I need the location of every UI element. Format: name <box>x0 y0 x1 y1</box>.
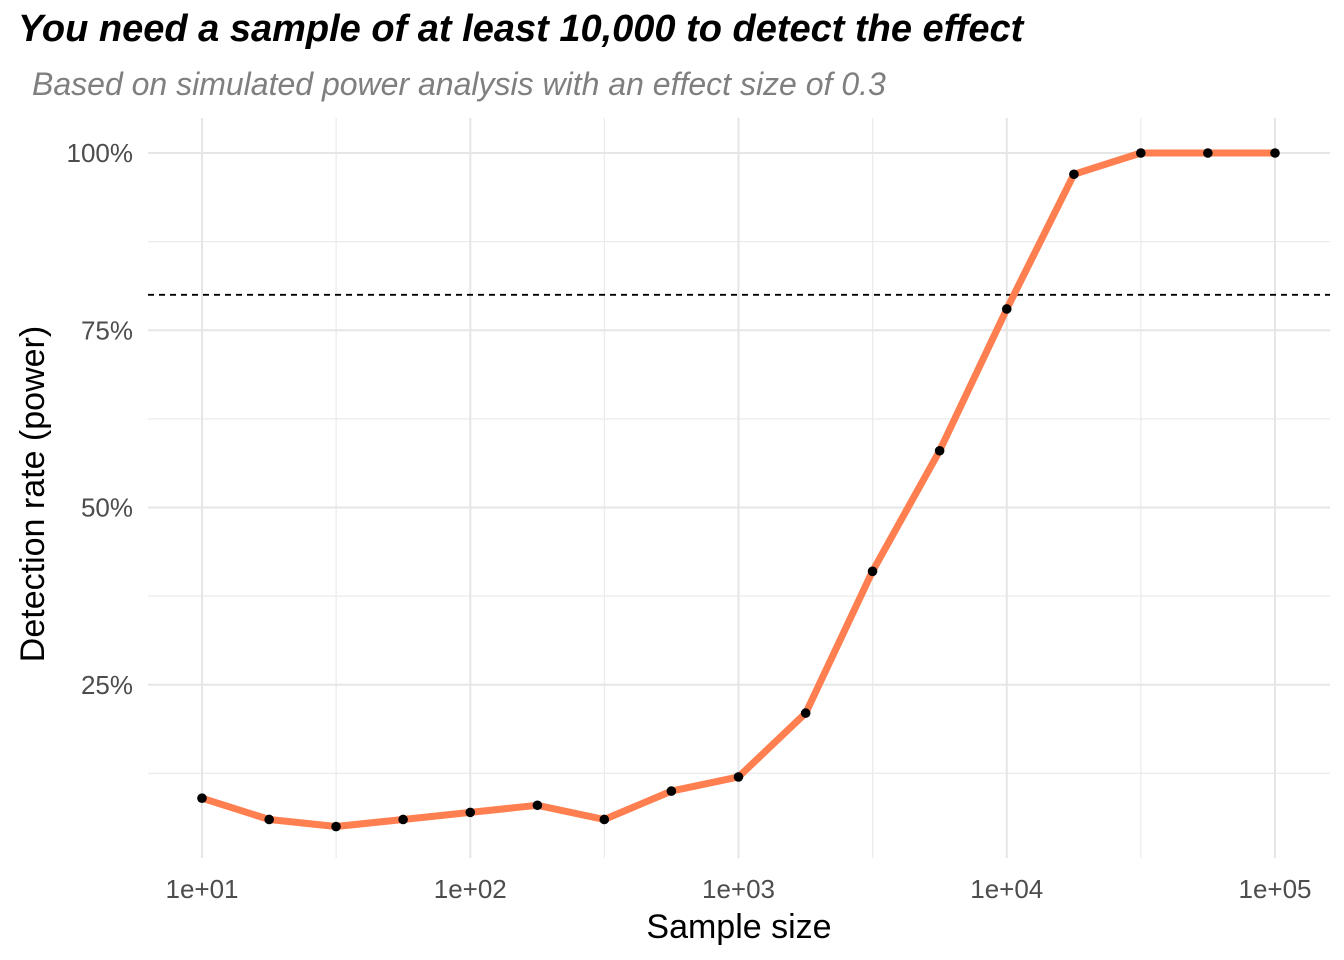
data-point <box>398 814 408 825</box>
data-point <box>1135 148 1146 158</box>
y-axis-label: Detection rate (power) <box>14 326 52 662</box>
data-point <box>1069 169 1079 180</box>
data-point <box>599 814 610 825</box>
y-tick-label: 75% <box>81 315 133 345</box>
x-tick-label: 1e+05 <box>1238 874 1311 904</box>
x-tick-label: 1e+02 <box>434 874 507 904</box>
data-point <box>666 786 677 796</box>
y-axis-ticks: 25% 50% 75% 100% <box>67 138 134 700</box>
chart-title: You need a sample of at least 10,000 to … <box>18 8 1024 50</box>
data-point <box>1001 304 1012 314</box>
y-tick-label: 50% <box>81 493 133 523</box>
x-axis-ticks: 1e+01 1e+02 1e+03 1e+04 1e+05 <box>165 874 1311 904</box>
x-tick-label: 1e+01 <box>165 874 238 904</box>
data-point <box>197 793 207 803</box>
y-tick-label: 25% <box>81 670 133 700</box>
data-point <box>331 821 341 832</box>
x-tick-label: 1e+03 <box>702 874 775 904</box>
data-point <box>867 566 878 577</box>
data-point <box>1270 148 1280 158</box>
x-tick-label: 1e+04 <box>970 874 1043 904</box>
y-tick-label: 100% <box>67 138 134 168</box>
data-point <box>264 814 274 825</box>
chart-subtitle: Based on simulated power analysis with a… <box>32 66 886 102</box>
x-axis-label: Sample size <box>646 908 831 946</box>
data-point <box>1203 148 1213 158</box>
major-gridlines <box>148 118 1330 858</box>
series-points-layer <box>197 148 1280 832</box>
data-point <box>465 807 476 818</box>
data-point <box>532 800 543 811</box>
data-point <box>800 708 811 718</box>
data-point <box>934 445 945 456</box>
data-point <box>733 772 744 782</box>
